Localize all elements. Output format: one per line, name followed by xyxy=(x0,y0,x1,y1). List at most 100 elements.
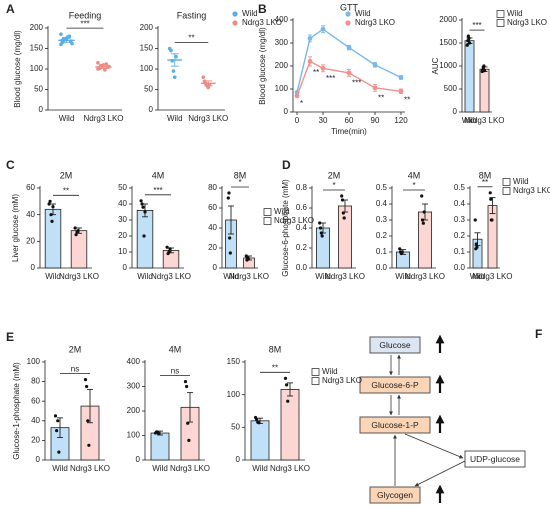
x-tick-label: Wild xyxy=(252,464,268,473)
series-line xyxy=(296,28,402,93)
y-tick-label: 10 xyxy=(118,247,127,256)
data-point xyxy=(421,221,425,225)
y-tick-label: 50 xyxy=(144,85,153,94)
y-tick-label: 0.1 xyxy=(376,247,388,256)
node-label: Glucose-6-P xyxy=(371,380,419,390)
data-point xyxy=(57,450,61,454)
line-point xyxy=(372,62,378,68)
data-point xyxy=(422,210,426,214)
y-tick-label: 50 xyxy=(118,183,127,192)
y-tick-label: 0 xyxy=(36,455,41,464)
data-point xyxy=(76,229,80,233)
line-point xyxy=(398,75,404,80)
y-tick-label: 60 xyxy=(208,203,217,212)
significance-label: *** xyxy=(472,21,481,30)
y-tick-label: 200 xyxy=(127,406,141,415)
panel-letter: B xyxy=(258,2,267,16)
legend-label: Ndrg3 LKO xyxy=(513,186,550,195)
y-tick-label: 80 xyxy=(31,377,40,386)
node-label: UDP-glucose xyxy=(470,454,520,464)
chart-title: 2M xyxy=(60,170,73,180)
data-point xyxy=(86,419,90,423)
data-point xyxy=(87,443,91,447)
data-point xyxy=(467,41,472,45)
x-tick-label: Ndrg3 LKO xyxy=(59,272,99,281)
y-tick-label: 1500 xyxy=(439,38,457,47)
x-tick-label: Ndrg3 LKO xyxy=(188,114,228,123)
data-point xyxy=(183,380,188,384)
data-point xyxy=(59,32,63,36)
data-point xyxy=(49,213,53,217)
significance-label: ** xyxy=(188,34,194,43)
x-tick-label: Ndrg3 LKO xyxy=(270,464,310,473)
y-tick-label: 50 xyxy=(34,85,43,94)
x-tick-label: Wild xyxy=(315,272,331,281)
y-tick-label: 300 xyxy=(275,38,289,47)
y-tick-label: 0.6 xyxy=(296,203,308,212)
x-tick-label: 60 xyxy=(345,116,354,125)
y-tick-label: 100 xyxy=(127,431,141,440)
legend-swatch xyxy=(263,208,272,216)
legend-label: Ndrg3 LKO xyxy=(507,18,547,27)
line-point xyxy=(307,59,313,64)
line-point xyxy=(346,45,352,50)
chart-title: GTT xyxy=(340,2,358,12)
data-point xyxy=(47,202,51,206)
y-tick-label: 0.2 xyxy=(376,231,388,240)
data-point xyxy=(318,221,322,225)
y-axis-label: Glucose-1-phosphate (mM) xyxy=(12,362,21,460)
x-axis-label: Time(min) xyxy=(331,127,367,136)
data-point xyxy=(286,399,290,403)
x-tick-label: Ndrg3 LKO xyxy=(464,116,504,125)
data-point xyxy=(246,257,250,261)
y-tick-label: 40 xyxy=(26,210,35,219)
data-point xyxy=(482,69,487,73)
legend-swatch xyxy=(502,178,511,186)
x-tick-label: 120 xyxy=(394,116,408,125)
legend-swatch xyxy=(345,20,351,26)
bar xyxy=(487,205,498,269)
x-tick-label: Wild xyxy=(462,116,478,125)
chart-title: 8M xyxy=(269,344,282,354)
data-point xyxy=(157,431,161,436)
y-tick-label: 30 xyxy=(118,215,127,224)
arrows xyxy=(389,354,466,487)
line-point xyxy=(320,65,326,71)
x-tick-label: 0 xyxy=(295,116,300,125)
data-point xyxy=(228,251,232,255)
data-point xyxy=(169,48,173,53)
bar xyxy=(464,40,475,113)
line-point xyxy=(398,88,404,94)
bar xyxy=(315,227,330,269)
y-tick-label: 0 xyxy=(453,107,458,116)
y-tick-label: 0.4 xyxy=(454,199,466,208)
x-tick-label: Ndrg3 LKO xyxy=(472,272,512,281)
x-tick-label: Wild xyxy=(152,464,168,473)
data-point xyxy=(228,236,232,240)
node-label: Glucose-1-P xyxy=(371,420,419,430)
x-tick-label: Wild xyxy=(137,272,153,281)
y-tick-label: 500 xyxy=(444,84,458,93)
significance-label: ** xyxy=(313,68,319,77)
data-point xyxy=(400,250,404,254)
data-point xyxy=(53,414,58,418)
x-tick-label: Ndrg3 LKO xyxy=(405,272,445,281)
data-point xyxy=(206,85,211,90)
node-box xyxy=(359,376,431,394)
y-tick-label: 60 xyxy=(31,396,40,405)
y-tick-label: 200 xyxy=(275,61,289,70)
legend-swatch xyxy=(311,368,320,376)
x-tick-label: Ndrg3 LKO xyxy=(325,272,365,281)
data-point xyxy=(185,384,189,389)
legend-swatch xyxy=(263,217,272,225)
y-axis-label: Blood glucose (mg/dl) xyxy=(258,27,267,105)
y-tick-label: 0.3 xyxy=(454,215,466,224)
data-point xyxy=(171,69,176,73)
y-tick-label: 0 xyxy=(149,105,154,114)
data-point xyxy=(55,429,59,433)
y-tick-label: 150 xyxy=(140,44,154,53)
